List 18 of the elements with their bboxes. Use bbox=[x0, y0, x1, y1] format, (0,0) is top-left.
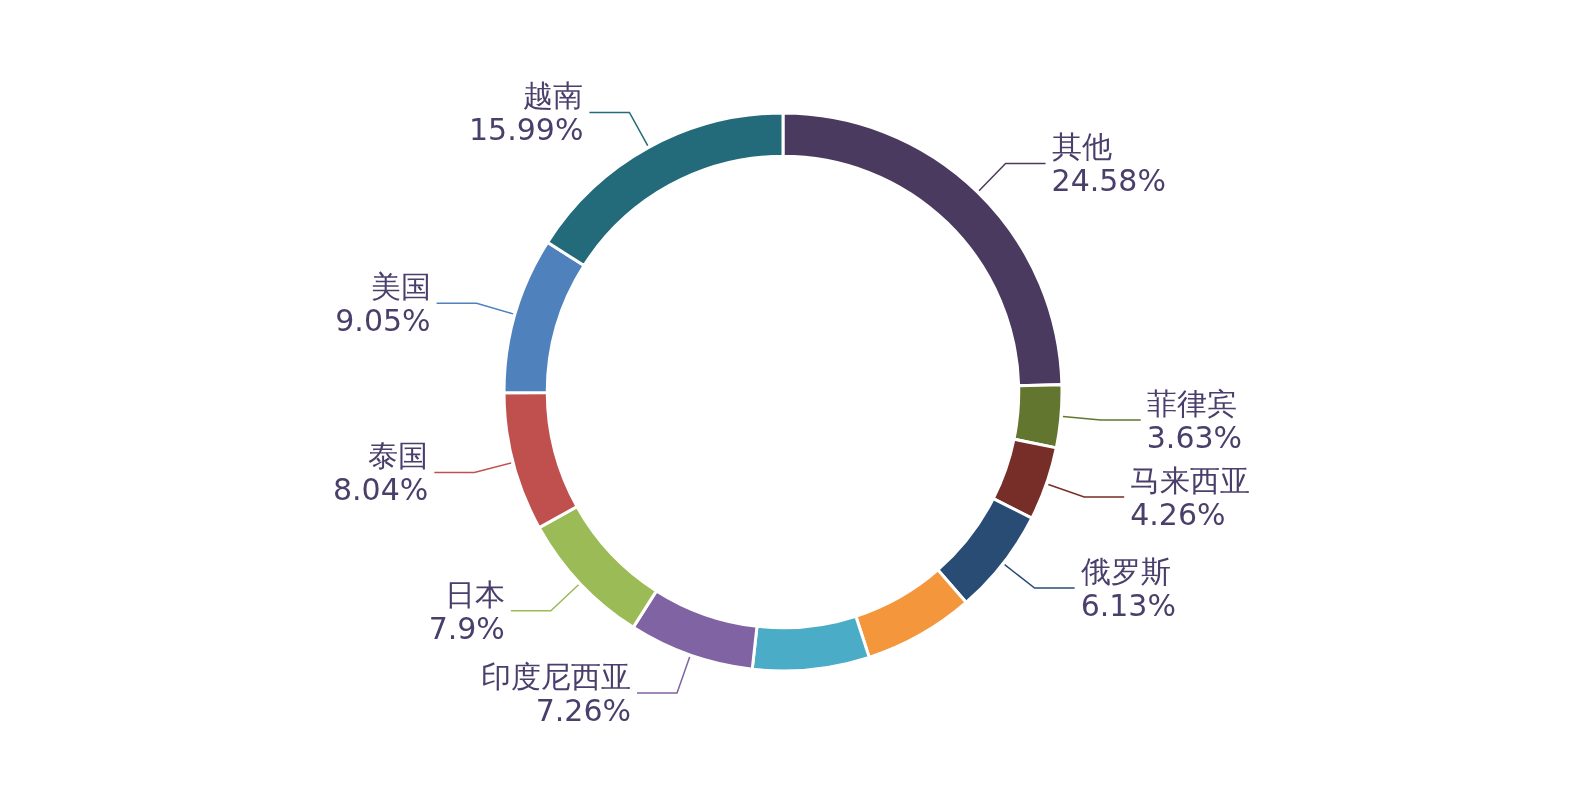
data-label: 3.63% bbox=[1146, 419, 1243, 455]
data-label: 24.58% bbox=[1051, 163, 1166, 199]
data-label: 4.26% bbox=[1130, 497, 1226, 533]
slice-label: 印度尼西亚 bbox=[481, 658, 632, 694]
data-label: 6.13% bbox=[1080, 588, 1176, 624]
slice-label: 其他 bbox=[1051, 129, 1112, 165]
data-label: 8.04% bbox=[333, 472, 429, 508]
slice-label: 菲律宾 bbox=[1146, 385, 1237, 421]
slice-label: 俄罗斯 bbox=[1080, 554, 1171, 590]
slice-label: 马来西亚 bbox=[1130, 463, 1251, 499]
data-label: 7.9% bbox=[428, 610, 505, 646]
data-label: 7.26% bbox=[535, 692, 632, 728]
data-label: 15.99% bbox=[469, 112, 584, 148]
slice-label: 泰国 bbox=[368, 438, 429, 474]
slice-label: 美国 bbox=[370, 269, 431, 305]
slice-label: 日本 bbox=[444, 576, 505, 612]
slice-label: 越南 bbox=[523, 78, 584, 114]
data-label: 9.05% bbox=[335, 303, 431, 339]
